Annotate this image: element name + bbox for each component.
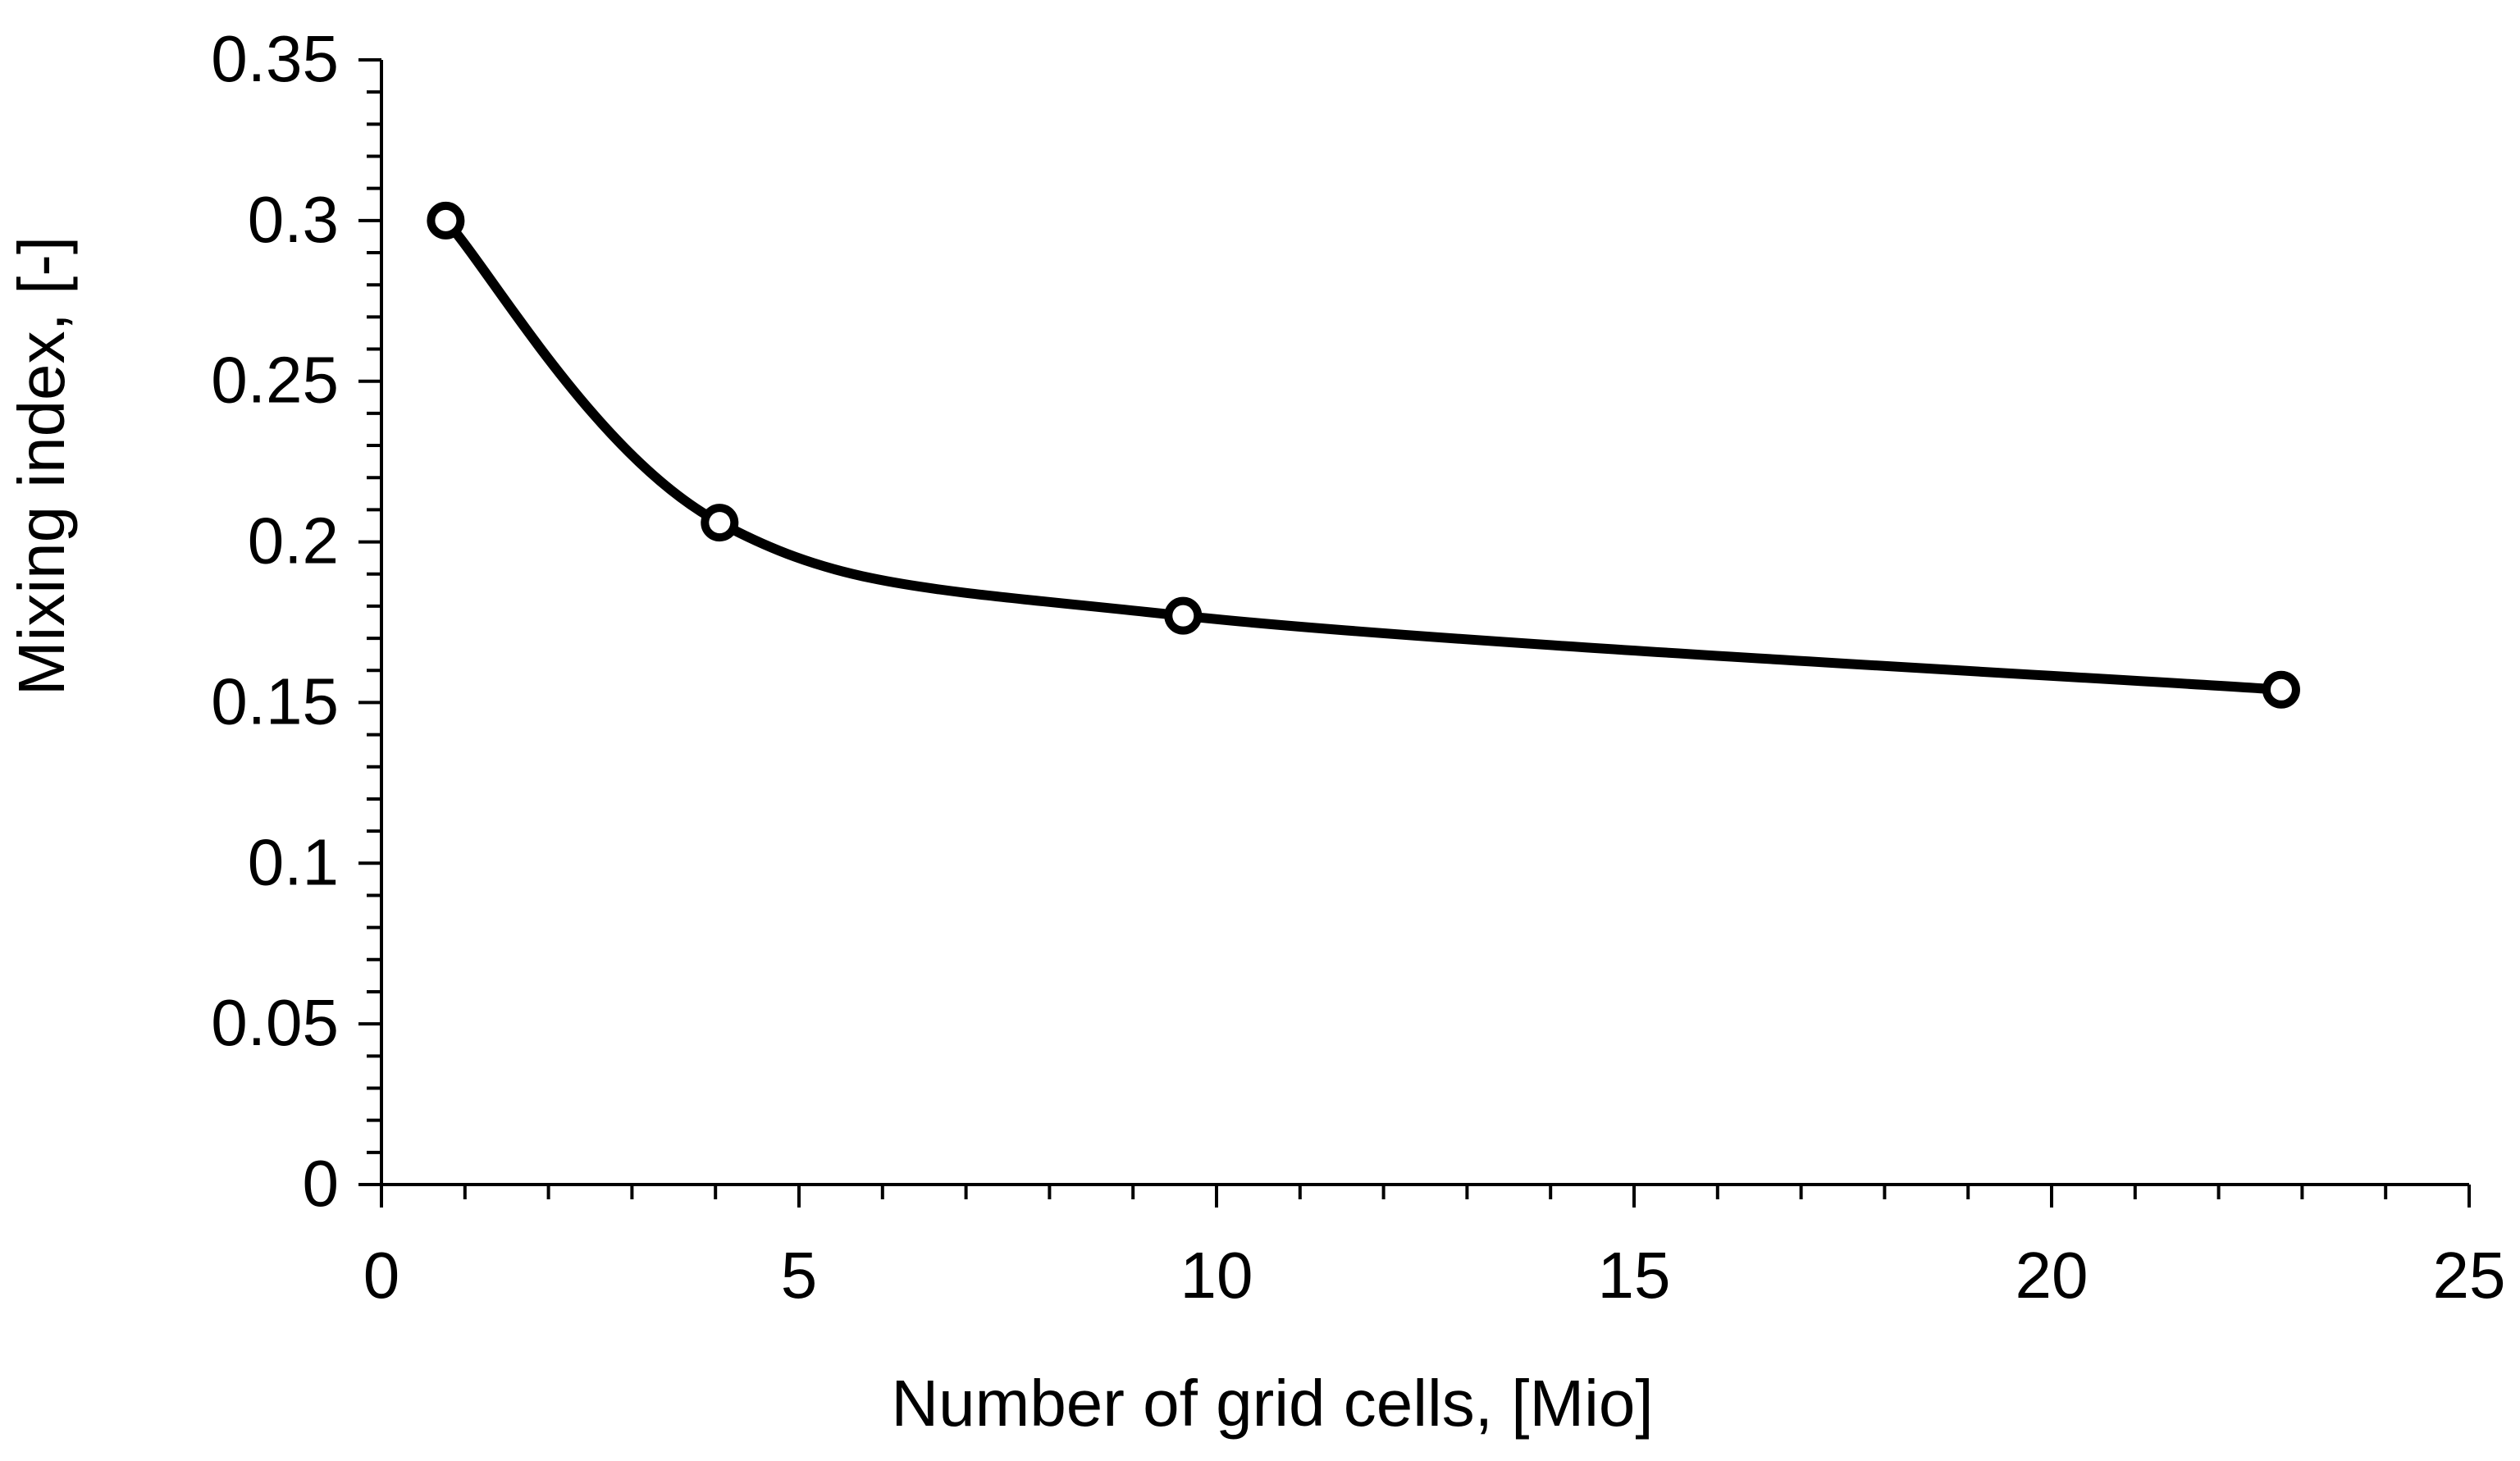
x-tick-label: 5	[781, 1239, 818, 1312]
x-tick-label: 25	[2433, 1239, 2506, 1312]
y-tick-label: 0.2	[248, 505, 339, 578]
data-point-marker	[1164, 596, 1203, 635]
series	[441, 215, 2286, 695]
y-tick-label: 0.05	[211, 986, 339, 1059]
y-tick-label: 0.25	[211, 344, 339, 417]
x-tick-label: 15	[1598, 1239, 1671, 1312]
markers	[427, 201, 2300, 709]
data-point-marker	[701, 504, 739, 542]
y-tick-label: 0.3	[248, 183, 339, 256]
data-point-marker	[2262, 670, 2300, 709]
series-line	[441, 215, 2286, 695]
x-tick-label: 20	[2016, 1239, 2089, 1312]
data-point-marker	[427, 201, 465, 240]
x-tick-label: 10	[1180, 1239, 1253, 1312]
y-axis-title: Mixing index, [-]	[5, 236, 78, 696]
y-tick-label: 0.35	[211, 22, 339, 95]
ticks	[358, 58, 2471, 1208]
y-tick-label: 0.1	[248, 825, 339, 898]
tick-labels: 0 0.05 0.1 0.15 0.2 0.25 0.3 0.35 0 5 10 15 20 25	[211, 22, 2505, 1312]
axes	[380, 60, 2469, 1186]
x-tick-label: 0	[363, 1239, 400, 1312]
y-tick-label: 0.15	[211, 664, 339, 737]
x-axis-title: Number of grid cells, [Mio]	[891, 1367, 1653, 1440]
y-tick-label: 0	[303, 1147, 340, 1220]
